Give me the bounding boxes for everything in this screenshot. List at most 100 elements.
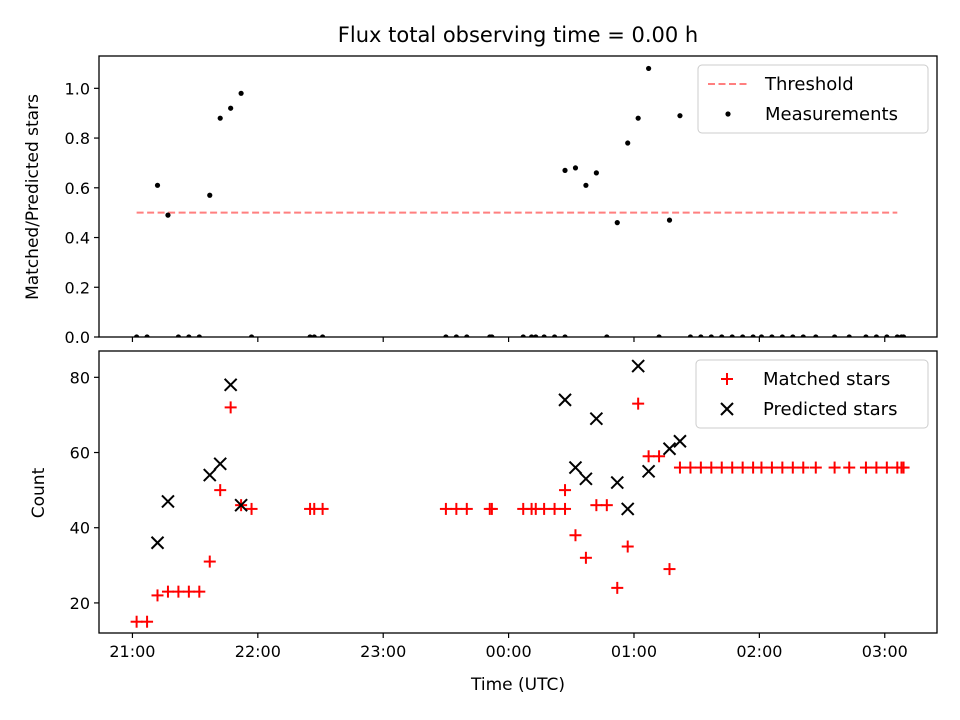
predicted-stars-point	[662, 442, 677, 456]
predicted-stars-point	[234, 498, 248, 512]
matched-stars-point	[600, 499, 613, 512]
y-tick-label: 60	[70, 444, 90, 463]
bottom-legend: Matched stars Predicted stars	[695, 359, 929, 429]
y-tick-label: 0.6	[65, 179, 90, 198]
x-tick-label: 23:00	[360, 642, 406, 661]
measurements-point	[217, 115, 223, 121]
legend-matched-swatch	[721, 373, 733, 385]
x-tick-label: 21:00	[109, 642, 155, 661]
predicted-stars-point	[203, 468, 217, 482]
matched-stars-point	[439, 502, 452, 515]
top-panel: Flux total observing time = 0.00 h Match…	[23, 23, 938, 347]
legend-measurements-label: Measurements	[765, 104, 898, 125]
matched-stars-point	[203, 555, 216, 568]
top-axes: 0.0 0.2 0.4 0.6 0.8 1.0	[65, 79, 886, 347]
predicted-stars-point	[641, 464, 656, 479]
matched-stars-point	[809, 461, 822, 474]
matched-stars-point	[663, 563, 676, 576]
matched-stars-point	[755, 461, 768, 474]
matched-stars-point	[579, 551, 592, 564]
measurements-point	[572, 165, 579, 171]
matched-stars-point	[130, 615, 143, 628]
matched-stars-point	[736, 461, 749, 474]
matched-stars-point	[548, 502, 561, 515]
matched-stars-point	[485, 502, 498, 515]
measurements-point	[677, 113, 683, 119]
matched-stars-point	[843, 461, 856, 474]
y-tick-label: 1.0	[65, 79, 90, 98]
matched-stars-point	[776, 461, 789, 474]
predicted-stars-point	[621, 502, 635, 516]
matched-stars-point	[653, 450, 666, 463]
matched-stars-point	[642, 450, 655, 463]
y-tick-label: 0.4	[65, 229, 90, 248]
matched-stars-point	[632, 397, 645, 410]
legend-threshold-label: Threshold	[764, 74, 854, 95]
y-tick-label: 0.8	[65, 129, 90, 148]
matched-stars-point	[786, 461, 799, 474]
predicted-stars-point	[161, 494, 175, 509]
matched-stars-point	[172, 585, 185, 598]
y-tick-label: 20	[70, 594, 90, 613]
legend-box	[695, 359, 929, 429]
predicted-stars-point	[631, 359, 645, 373]
measurements-point	[635, 115, 641, 121]
y-axis-label-ratio: Matched/Predicted stars	[23, 94, 43, 300]
matched-stars-point	[621, 540, 634, 553]
measurements-point	[593, 170, 599, 176]
matched-stars-point	[450, 502, 463, 515]
matched-stars-point	[182, 585, 195, 598]
predicted-stars-point	[673, 434, 687, 448]
legend-predicted-swatch	[720, 402, 734, 416]
top-plot-frame	[98, 55, 938, 338]
x-tick-label: 00:00	[486, 642, 532, 661]
y-tick-label: 80	[70, 368, 90, 387]
matched-stars-point	[694, 461, 707, 474]
matched-stars-point	[460, 502, 473, 515]
predicted-stars-point	[223, 378, 238, 392]
measurements-point	[666, 217, 673, 223]
y-tick-label: 0.2	[65, 278, 90, 297]
predicted-stars-point	[150, 536, 165, 550]
matched-stars-point	[151, 589, 164, 602]
matched-stars-point	[245, 502, 258, 515]
matched-stars-point	[538, 502, 551, 515]
matched-stars-point	[897, 461, 910, 474]
legend-box	[697, 64, 929, 134]
matched-stars-point	[559, 484, 572, 497]
matched-stars-point	[715, 461, 728, 474]
matched-stars-point	[590, 499, 603, 512]
measurements-point	[646, 65, 652, 72]
legend-measurements-swatch	[725, 111, 731, 117]
matched-stars-point	[214, 484, 227, 497]
predicted-stars-point	[213, 457, 227, 471]
matched-stars-point	[859, 461, 872, 474]
measurements-point	[238, 90, 244, 96]
predicted-stars-point	[579, 472, 593, 486]
bottom-plot-frame	[98, 350, 938, 634]
measurements-point	[207, 192, 213, 198]
matched-stars-point	[224, 401, 237, 414]
y-tick-label: 0.0	[65, 328, 90, 347]
predicted-stars-point	[558, 393, 572, 407]
matched-stars-point	[193, 585, 206, 598]
matched-stars-point	[880, 461, 893, 474]
measurements-point	[614, 220, 620, 226]
matched-stars-point	[316, 502, 329, 515]
matched-stars-point	[684, 461, 697, 474]
bottom-panel: Count Time (UTC) 21:00 22:00 23:00 00:00 01:…	[29, 350, 938, 695]
x-tick-label: 03:00	[862, 642, 908, 661]
measurements-point	[625, 140, 631, 146]
chart-title: Flux total observing time = 0.00 h	[338, 23, 698, 47]
predicted-stars-point	[610, 475, 624, 490]
bottom-axes: 21:00 22:00 23:00 00:00 01:00 02:00 03:00 20 40 6…	[70, 368, 908, 661]
matched-stars-point	[611, 581, 624, 594]
matched-stars-point	[828, 461, 841, 474]
legend-predicted-label: Predicted stars	[763, 399, 897, 420]
x-axis-label-time: Time (UTC)	[470, 675, 565, 695]
y-tick-label: 40	[70, 519, 90, 538]
matched-stars-point	[569, 529, 582, 542]
matched-stars-point	[870, 461, 883, 474]
matched-stars-point	[765, 461, 778, 474]
